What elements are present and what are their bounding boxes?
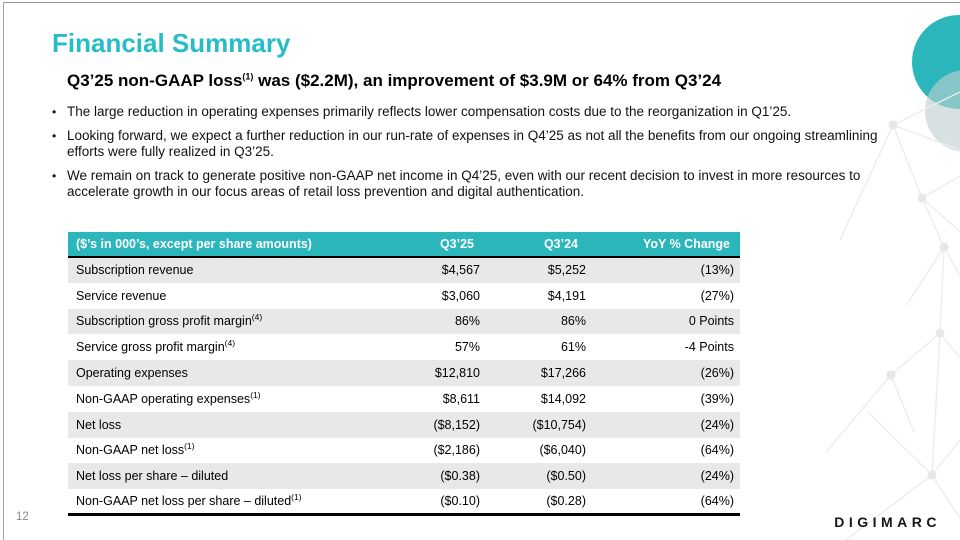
digimarc-logo: DIGIMARC — [834, 514, 941, 530]
cell-q325: $4,567 — [441, 263, 480, 278]
row-label: Non-GAAP operating expenses(1) — [76, 389, 261, 406]
footnote-marker: (1) — [184, 441, 195, 452]
header-cell-q324: Q3’24 — [510, 232, 614, 257]
cell-q325: $8,611 — [442, 391, 480, 406]
cell-yoy-change: (24%) — [700, 469, 734, 484]
footnote-marker: (1) — [291, 492, 302, 503]
footnote-marker: (1) — [250, 389, 261, 400]
cell-q324: $17,266 — [540, 366, 586, 381]
slide-border-left — [3, 2, 4, 540]
subtitle-footnote-marker: (1) — [242, 71, 254, 82]
bullet-marker: • — [52, 105, 57, 119]
bullet-text: Looking forward, we expect a further red… — [67, 127, 878, 160]
bullet-marker: • — [52, 168, 57, 183]
cell-q324: 61% — [560, 340, 586, 355]
table-row: Non-GAAP net loss(1) ($2,186) ($6,040) (64%… — [68, 438, 740, 464]
cell-q325: ($0.38) — [440, 469, 480, 484]
cell-q325: 86% — [454, 314, 480, 329]
cell-yoy-change: (13%) — [700, 263, 734, 278]
cell-yoy-change: (27%) — [700, 288, 734, 303]
cell-q324: ($0.50) — [546, 469, 586, 484]
cell-q325: ($2,186) — [433, 443, 480, 458]
bullet-list: • The large reduction in operating expens… — [50, 104, 898, 208]
table-row: Service gross profit margin(4) 57% 61% -4 P… — [68, 334, 740, 360]
cell-q325: ($8,152) — [433, 417, 480, 432]
cell-q324: ($6,040) — [539, 443, 586, 458]
table-row: Service revenue $3,060 $4,191 (27%) — [68, 283, 740, 309]
cell-q325: $3,060 — [441, 288, 480, 303]
financial-summary-table: ($’s in 000’s, except per share amounts)… — [68, 232, 740, 517]
cell-yoy-change: (64%) — [700, 494, 734, 509]
row-label: Net loss per share – diluted — [76, 469, 229, 484]
row-label: Subscription gross profit margin(4) — [76, 312, 263, 329]
bullet-item: • The large reduction in operating expens… — [50, 104, 898, 121]
row-label: Operating expenses — [76, 366, 188, 381]
cell-yoy-change: (26%) — [700, 366, 734, 381]
bullet-marker: • — [52, 128, 57, 143]
subtitle-text-continued: was ($2.2M), an improvement of $3.9M or … — [253, 71, 722, 90]
bullet-text: We remain on track to generate positive … — [67, 167, 861, 200]
table-row: Operating expenses $12,810 $17,266 (26%) — [68, 360, 740, 386]
row-label: Subscription revenue — [76, 263, 194, 278]
subtitle-text: Q3’25 non-GAAP loss — [67, 71, 243, 90]
cell-q324: $4,191 — [547, 288, 586, 303]
table-row: Net loss ($8,152) ($10,754) (24%) — [68, 411, 740, 438]
cell-yoy-change: (24%) — [700, 417, 734, 432]
bullet-item: • Looking forward, we expect a further re… — [50, 128, 898, 161]
table-row: Subscription gross profit margin(4) 86% 86… — [68, 308, 740, 335]
cell-q324: ($10,754) — [532, 417, 586, 432]
row-label: Service gross profit margin(4) — [76, 338, 236, 355]
cell-q324: 86% — [560, 314, 586, 329]
table-row: Non-GAAP operating expenses(1) $8,611 $14,… — [68, 386, 740, 412]
cell-q324: ($0.28) — [546, 494, 586, 509]
row-label: Service revenue — [76, 288, 167, 303]
footnote-marker: (4) — [224, 338, 236, 349]
cell-yoy-change: (39%) — [700, 391, 734, 406]
table-row: Net loss per share – diluted ($0.38) ($0.5… — [68, 463, 740, 490]
header-cell-label: ($’s in 000’s, except per share amounts) — [68, 232, 360, 257]
bullet-item: • We remain on track to generate positive… — [50, 168, 898, 201]
page-title: Financial Summary — [52, 28, 291, 58]
cell-yoy-change: (64%) — [700, 443, 734, 458]
row-label: Net loss — [76, 417, 122, 432]
cell-q325: ($0.10) — [440, 494, 480, 509]
cell-yoy-change: 0 Points — [688, 314, 734, 329]
table-body: Subscription revenue $4,567 $5,252 (13%) Ser… — [68, 257, 740, 515]
table-row: Subscription revenue $4,567 $5,252 (13%) — [68, 257, 740, 283]
subtitle: Q3’25 non-GAAP loss(1) was ($2.2M), an i… — [67, 71, 897, 91]
cell-q325: $12,810 — [434, 366, 480, 381]
cell-q324: $14,092 — [540, 391, 586, 406]
row-label: Non-GAAP net loss(1) — [76, 441, 195, 458]
row-label: Non-GAAP net loss per share – diluted(1) — [76, 492, 302, 509]
page-number: 12 — [16, 511, 29, 523]
network-pattern-decoration — [825, 91, 960, 540]
header-cell-yoy-change: YoY % Change — [614, 232, 740, 257]
header-cell-q325: Q3’25 — [360, 232, 510, 257]
cell-q325: 57% — [454, 340, 480, 355]
table-row: Non-GAAP net loss per share – diluted(1)… — [68, 489, 740, 515]
cell-q324: $5,252 — [547, 263, 586, 278]
cell-yoy-change: -4 Points — [684, 340, 734, 355]
bullet-text: The large reduction in operating expense… — [67, 104, 792, 119]
slide-border-top — [3, 2, 960, 3]
table-header: ($’s in 000’s, except per share amounts)… — [68, 232, 740, 257]
footnote-marker: (4) — [251, 312, 263, 323]
